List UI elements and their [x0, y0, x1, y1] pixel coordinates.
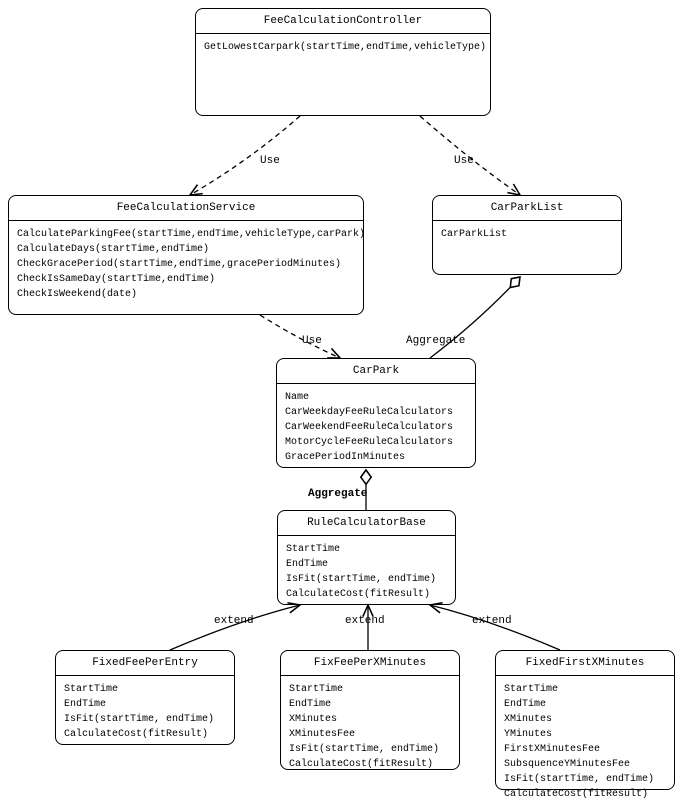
member: XMinutesFee [289, 727, 451, 742]
member: IsFit(startTime, endTime) [64, 712, 226, 727]
class-body: StartTime EndTime IsFit(startTime, endTi… [56, 676, 234, 748]
class-title: RuleCalculatorBase [278, 511, 455, 536]
edge-label-extend-1: extend [212, 615, 256, 627]
member: EndTime [289, 697, 451, 712]
class-body: StartTime EndTime XMinutes XMinutesFee I… [281, 676, 459, 778]
class-body: Name CarWeekdayFeeRuleCalculators CarWee… [277, 384, 475, 471]
member: SubsquenceYMinutesFee [504, 757, 666, 772]
member: CarWeekendFeeRuleCalculators [285, 420, 467, 435]
member: StartTime [286, 542, 447, 557]
class-body: StartTime EndTime XMinutes YMinutes Firs… [496, 676, 674, 808]
class-fixed-entry: FixedFeePerEntry StartTime EndTime IsFit… [55, 650, 235, 745]
member: EndTime [286, 557, 447, 572]
class-body: StartTime EndTime IsFit(startTime, endTi… [278, 536, 455, 608]
member: CheckGracePeriod(startTime,endTime,grace… [17, 257, 355, 272]
member: FirstXMinutesFee [504, 742, 666, 757]
member: YMinutes [504, 727, 666, 742]
class-rulebase: RuleCalculatorBase StartTime EndTime IsF… [277, 510, 456, 605]
member: CarWeekdayFeeRuleCalculators [285, 405, 467, 420]
member: CheckIsWeekend(date) [17, 287, 355, 302]
class-service: FeeCalculationService CalculateParkingFe… [8, 195, 364, 315]
class-carpark: CarPark Name CarWeekdayFeeRuleCalculator… [276, 358, 476, 468]
class-title: FixFeePerXMinutes [281, 651, 459, 676]
class-title: FeeCalculationService [9, 196, 363, 221]
member: CalculateCost(fitResult) [504, 787, 666, 802]
member: XMinutes [504, 712, 666, 727]
member: IsFit(startTime, endTime) [286, 572, 447, 587]
member: EndTime [64, 697, 226, 712]
member: GracePeriodInMinutes [285, 450, 467, 465]
member: StartTime [289, 682, 451, 697]
member: IsFit(startTime, endTime) [289, 742, 451, 757]
member: CheckIsSameDay(startTime,endTime) [17, 272, 355, 287]
class-body: CalculateParkingFee(startTime,endTime,ve… [9, 221, 363, 308]
member: Name [285, 390, 467, 405]
member: CalculateCost(fitResult) [64, 727, 226, 742]
member: MotorCycleFeeRuleCalculators [285, 435, 467, 450]
edge-label-use-1: Use [258, 155, 282, 167]
class-fixed-first: FixedFirstXMinutes StartTime EndTime XMi… [495, 650, 675, 790]
class-title: CarPark [277, 359, 475, 384]
edge-label-use-2: Use [452, 155, 476, 167]
edge-label-aggregate-1: Aggregate [404, 335, 467, 347]
member: IsFit(startTime, endTime) [504, 772, 666, 787]
member: CalculateParkingFee(startTime,endTime,ve… [17, 227, 355, 242]
edge-label-use-3: Use [300, 335, 324, 347]
class-controller: FeeCalculationController GetLowestCarpar… [195, 8, 491, 116]
class-title: CarParkList [433, 196, 621, 221]
class-body: GetLowestCarpark(startTime,endTime,vehic… [196, 34, 490, 61]
member: CalculateCost(fitResult) [286, 587, 447, 602]
class-fix-per-x: FixFeePerXMinutes StartTime EndTime XMin… [280, 650, 460, 770]
class-title: FixedFeePerEntry [56, 651, 234, 676]
edge-label-extend-3: extend [470, 615, 514, 627]
member: CalculateDays(startTime,endTime) [17, 242, 355, 257]
member: EndTime [504, 697, 666, 712]
class-body: CarParkList [433, 221, 621, 248]
edge-label-aggregate-2: Aggregate [306, 488, 369, 500]
member: GetLowestCarpark(startTime,endTime,vehic… [204, 40, 482, 55]
edge-label-extend-2: extend [343, 615, 387, 627]
member: StartTime [504, 682, 666, 697]
member: CarParkList [441, 227, 613, 242]
class-carparklist: CarParkList CarParkList [432, 195, 622, 275]
member: CalculateCost(fitResult) [289, 757, 451, 772]
member: XMinutes [289, 712, 451, 727]
class-title: FeeCalculationController [196, 9, 490, 34]
member: StartTime [64, 682, 226, 697]
class-title: FixedFirstXMinutes [496, 651, 674, 676]
